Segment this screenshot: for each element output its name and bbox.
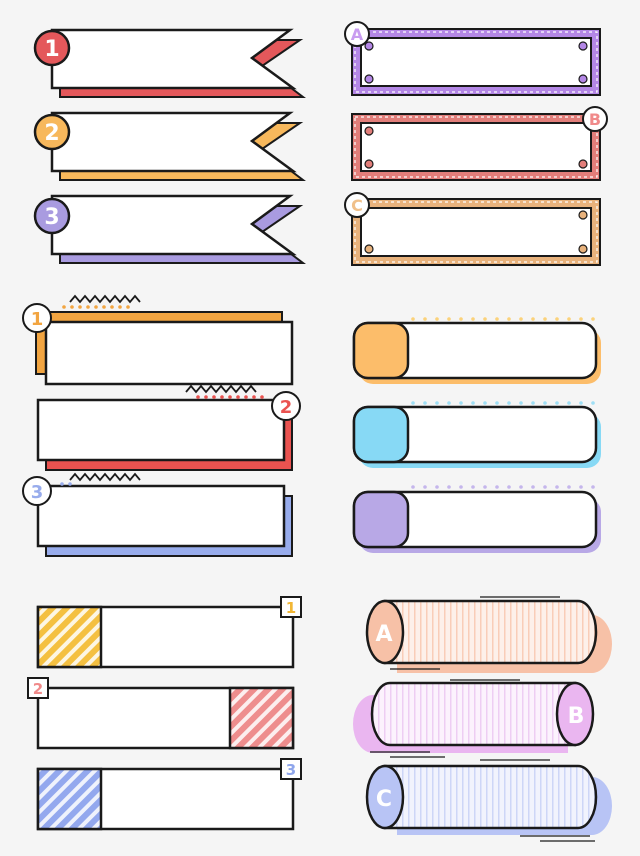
ribbon-2-label: 2	[44, 121, 59, 146]
offset-box-1: 1	[22, 294, 294, 386]
offset-box-3-label: 3	[31, 482, 44, 503]
stitched-frame-a-badge	[344, 21, 370, 47]
stitched-frame-b-label: B	[589, 110, 601, 129]
hatched-box-1: 1	[36, 596, 302, 669]
hatched-box-3: 3	[36, 758, 302, 831]
ribbon-3-label: 3	[44, 205, 59, 230]
offset-box-3-badge	[22, 476, 52, 506]
stitched-frame-b-badge	[582, 106, 608, 132]
pill-box-2	[352, 401, 601, 468]
hatched-box-1-label: 1	[286, 599, 296, 617]
ribbon-3: 3	[33, 194, 306, 264]
ribbon-2: 2	[33, 111, 306, 181]
offset-box-2: 2	[36, 384, 301, 471]
hatched-box-2-label: 2	[33, 680, 43, 698]
pill-box-3	[352, 485, 601, 553]
pill-box-1	[352, 317, 601, 384]
cylinder-a: A	[365, 596, 612, 673]
stitched-frame-b: B	[351, 106, 608, 181]
stitched-frame-c-label: C	[351, 196, 363, 215]
stitched-frame-a: A	[344, 21, 601, 96]
cylinder-c: C	[365, 759, 612, 842]
ribbon-1-badge	[33, 29, 71, 67]
stitched-frame-c-badge	[344, 192, 370, 218]
offset-box-2-label: 2	[280, 397, 293, 418]
hatched-box-2: 2	[27, 677, 295, 750]
offset-box-1-badge	[22, 303, 52, 333]
stitched-frame-c: C	[344, 192, 601, 266]
offset-box-1-label: 1	[31, 309, 44, 330]
offset-box-3: 3	[22, 472, 293, 557]
cylinder-b: B	[353, 679, 595, 758]
hatched-box-3-label: 3	[286, 761, 296, 779]
ribbon-1-label: 1	[44, 37, 59, 62]
cylinder-a-label: A	[375, 622, 392, 647]
cylinder-c-label: C	[376, 787, 392, 812]
ribbon-3-badge	[33, 197, 71, 235]
ribbon-1: 1	[33, 28, 306, 98]
offset-box-2-badge	[271, 391, 301, 421]
stitched-frame-a-label: A	[351, 25, 364, 44]
cylinder-b-label: B	[568, 704, 585, 729]
ribbon-2-badge	[33, 113, 71, 151]
